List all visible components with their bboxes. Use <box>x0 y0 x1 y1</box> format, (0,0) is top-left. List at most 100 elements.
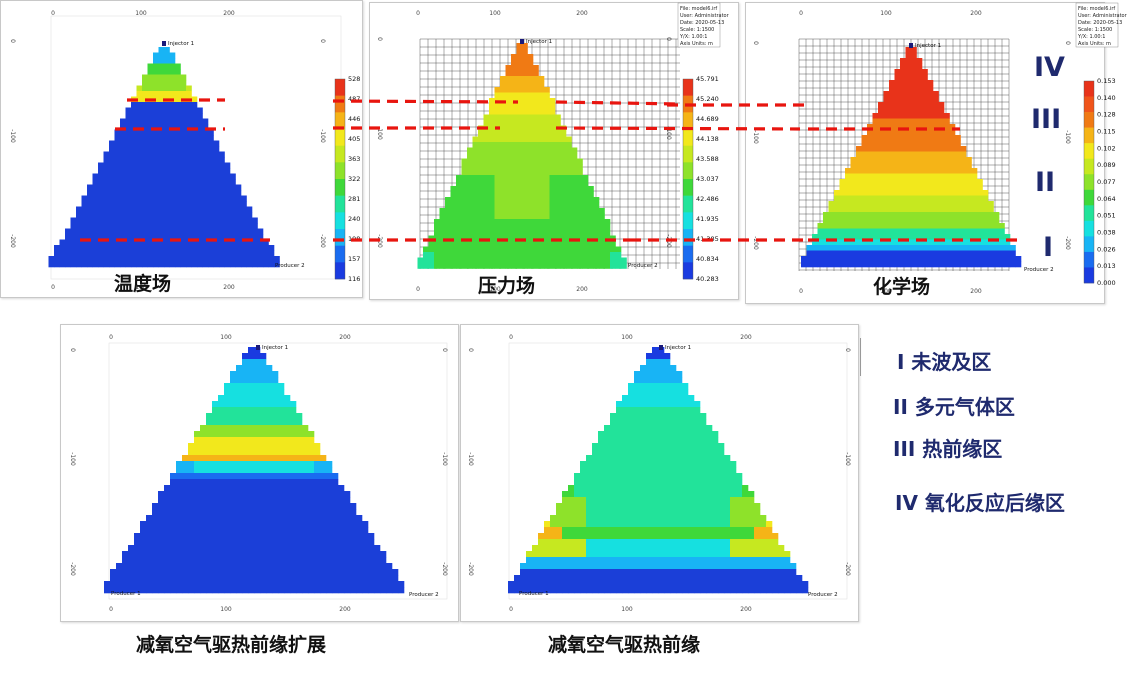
grid-cell <box>103 157 110 163</box>
grid-cell <box>856 195 862 202</box>
grid-cell <box>889 168 895 174</box>
grid-cell <box>428 246 435 253</box>
grid-cell <box>905 102 912 108</box>
grid-cell <box>260 425 267 432</box>
grid-cell <box>894 234 901 240</box>
grid-cell <box>598 455 605 462</box>
grid-cell <box>922 91 928 97</box>
grid-cell <box>652 545 659 552</box>
grid-cell <box>494 114 501 121</box>
front-field <box>508 347 809 594</box>
grid-cell <box>850 206 857 213</box>
grid-cell <box>158 212 165 218</box>
grid-cell <box>494 186 501 192</box>
grid-cell <box>272 521 279 528</box>
grid-cell <box>922 151 928 158</box>
grid-cell <box>125 173 132 180</box>
grid-cell <box>152 509 159 516</box>
grid-cell <box>212 461 219 468</box>
grid-cell <box>208 135 214 141</box>
grid-cell <box>867 195 873 202</box>
grid-cell <box>472 246 479 253</box>
grid-cell <box>664 407 671 414</box>
grid-cell <box>152 581 159 588</box>
grid-cell <box>754 569 761 576</box>
grid-cell <box>120 261 126 268</box>
grid-cell <box>900 129 906 136</box>
grid-cell <box>76 217 82 224</box>
grid-cell <box>260 515 267 522</box>
grid-cell <box>560 153 567 159</box>
grid-cell <box>511 241 517 247</box>
producer-label: Producer 2 <box>628 263 658 269</box>
grid-cell <box>120 234 126 240</box>
grid-cell <box>230 485 237 492</box>
grid-cell <box>604 533 611 540</box>
grid-cell <box>516 81 523 88</box>
grid-cell <box>147 124 154 130</box>
grid-cell <box>742 581 749 588</box>
grid-cell <box>140 533 147 540</box>
grid-cell <box>197 239 203 246</box>
grid-cell <box>356 581 363 588</box>
grid-cell <box>604 491 611 498</box>
grid-cell <box>494 224 501 231</box>
grid-cell <box>867 146 873 152</box>
grid-cell <box>658 575 665 582</box>
grid-cell <box>169 234 176 240</box>
grid-cell <box>134 551 141 558</box>
grid-cell <box>562 521 569 528</box>
grid-cell <box>544 109 550 115</box>
grid-cell <box>268 245 275 251</box>
grid-cell <box>180 184 187 191</box>
grid-cell <box>549 219 556 225</box>
grid-cell <box>670 407 677 414</box>
grid-cell <box>197 245 203 251</box>
grid-cell <box>706 455 713 462</box>
grid-cell <box>982 250 989 257</box>
grid-cell <box>867 239 873 246</box>
grid-cell <box>136 124 143 130</box>
grid-cell <box>186 96 192 103</box>
grid-cell <box>175 256 181 262</box>
grid-cell <box>911 74 917 81</box>
grid-cell <box>142 85 148 92</box>
grid-cell <box>296 587 303 594</box>
grid-cell <box>938 195 945 202</box>
grid-cell <box>592 449 599 456</box>
grid-cell <box>916 63 923 70</box>
grid-cell <box>164 587 171 594</box>
grid-cell <box>922 190 928 196</box>
axis-tick-label: -100 <box>665 126 672 140</box>
grid-cell <box>560 158 567 165</box>
grid-cell <box>688 581 695 588</box>
grid-cell <box>362 563 369 570</box>
grid-cell <box>296 413 303 420</box>
grid-cell <box>977 212 983 218</box>
grid-cell <box>599 257 605 264</box>
grid-cell <box>736 569 743 576</box>
grid-cell <box>610 545 617 552</box>
grid-cell <box>120 245 126 251</box>
grid-cell <box>883 157 890 163</box>
grid-cell <box>646 497 653 504</box>
grid-cell <box>823 245 829 251</box>
grid-cell <box>200 485 207 492</box>
grid-cell <box>252 239 258 246</box>
grid-cell <box>604 545 611 552</box>
grid-cell <box>202 261 209 268</box>
grid-cell <box>916 118 923 125</box>
grid-cell <box>670 455 677 462</box>
grid-cell <box>522 81 528 88</box>
grid-cell <box>202 184 209 191</box>
grid-cell <box>252 234 258 240</box>
grid-cell <box>628 449 635 456</box>
grid-cell <box>131 151 137 158</box>
grid-cell <box>664 377 671 384</box>
grid-cell <box>224 179 231 185</box>
grid-cell <box>592 551 599 558</box>
grid-cell <box>191 162 198 169</box>
grid-cell <box>197 151 203 158</box>
grid-cell <box>944 190 950 196</box>
grid-cell <box>59 245 66 251</box>
